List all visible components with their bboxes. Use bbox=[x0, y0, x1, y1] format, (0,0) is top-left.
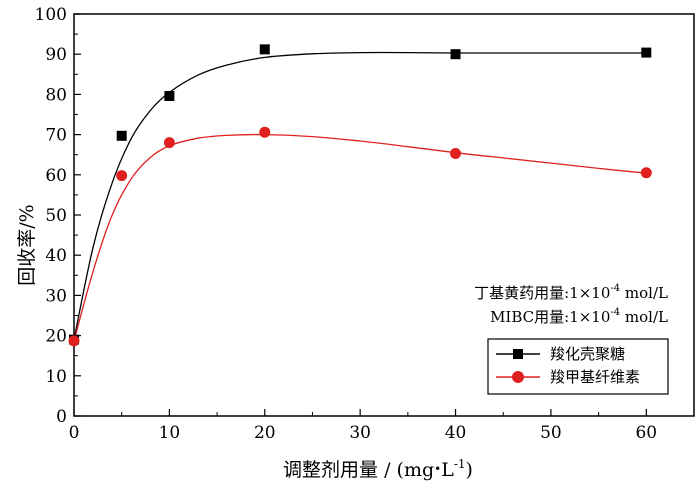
series-1-point bbox=[116, 170, 128, 182]
annotation-collector-dosage: 丁基黄药用量:1×10-4 mol/L bbox=[474, 283, 668, 302]
legend-box bbox=[487, 338, 669, 395]
x-tick-label: 40 bbox=[445, 423, 467, 443]
y-tick-label: 70 bbox=[45, 126, 67, 146]
x-tick-label: 0 bbox=[69, 423, 80, 443]
y-tick-label: 90 bbox=[45, 45, 67, 65]
x-tick-label: 20 bbox=[254, 423, 276, 443]
x-tick-label: 10 bbox=[159, 423, 181, 443]
series-1-point bbox=[640, 167, 652, 179]
y-tick-label: 60 bbox=[45, 166, 67, 186]
series-1-point bbox=[163, 137, 175, 149]
y-tick-label: 40 bbox=[45, 246, 67, 266]
x-tick-label: 50 bbox=[540, 423, 562, 443]
series-0-point bbox=[641, 47, 652, 58]
y-tick-label: 50 bbox=[45, 206, 67, 226]
legend-marker-carboxylated-chitosan bbox=[513, 349, 523, 359]
series-1-point bbox=[68, 335, 80, 347]
legend-marker-carboxymethyl-cellulose bbox=[512, 371, 524, 383]
series-1-point bbox=[259, 126, 271, 138]
legend-label-carboxymethyl-cellulose: 羧甲基纤维素 bbox=[550, 368, 640, 386]
series-1-point bbox=[450, 147, 462, 159]
legend: 羧化壳聚糖 羧甲基纤维素 bbox=[487, 338, 669, 395]
y-axis-title: 回收率/% bbox=[16, 204, 38, 285]
y-tick-label: 100 bbox=[35, 5, 67, 25]
x-tick-label: 60 bbox=[635, 423, 657, 443]
x-axis: 0 10 20 30 40 50 60 bbox=[69, 409, 657, 443]
series-0-point bbox=[450, 49, 461, 60]
y-tick-label: 20 bbox=[45, 327, 67, 347]
x-tick-label: 30 bbox=[349, 423, 371, 443]
series-0-point bbox=[116, 130, 127, 141]
y-tick-label: 30 bbox=[45, 286, 67, 306]
y-tick-label: 0 bbox=[56, 407, 67, 427]
y-tick-label: 10 bbox=[45, 367, 67, 387]
y-tick-label: 80 bbox=[45, 85, 67, 105]
series-0-point bbox=[164, 91, 175, 102]
legend-label-carboxylated-chitosan: 羧化壳聚糖 bbox=[550, 345, 625, 363]
x-axis-title: 调整剂用量 / (mg•L-1) bbox=[283, 457, 473, 481]
annotation-mibc-dosage: MIBC用量:1×10-4 mol/L bbox=[490, 307, 668, 326]
series-0-point bbox=[259, 44, 270, 55]
y-axis: 0 10 20 30 40 50 60 70 80 90 100 bbox=[35, 5, 81, 427]
series-markers bbox=[68, 44, 652, 347]
